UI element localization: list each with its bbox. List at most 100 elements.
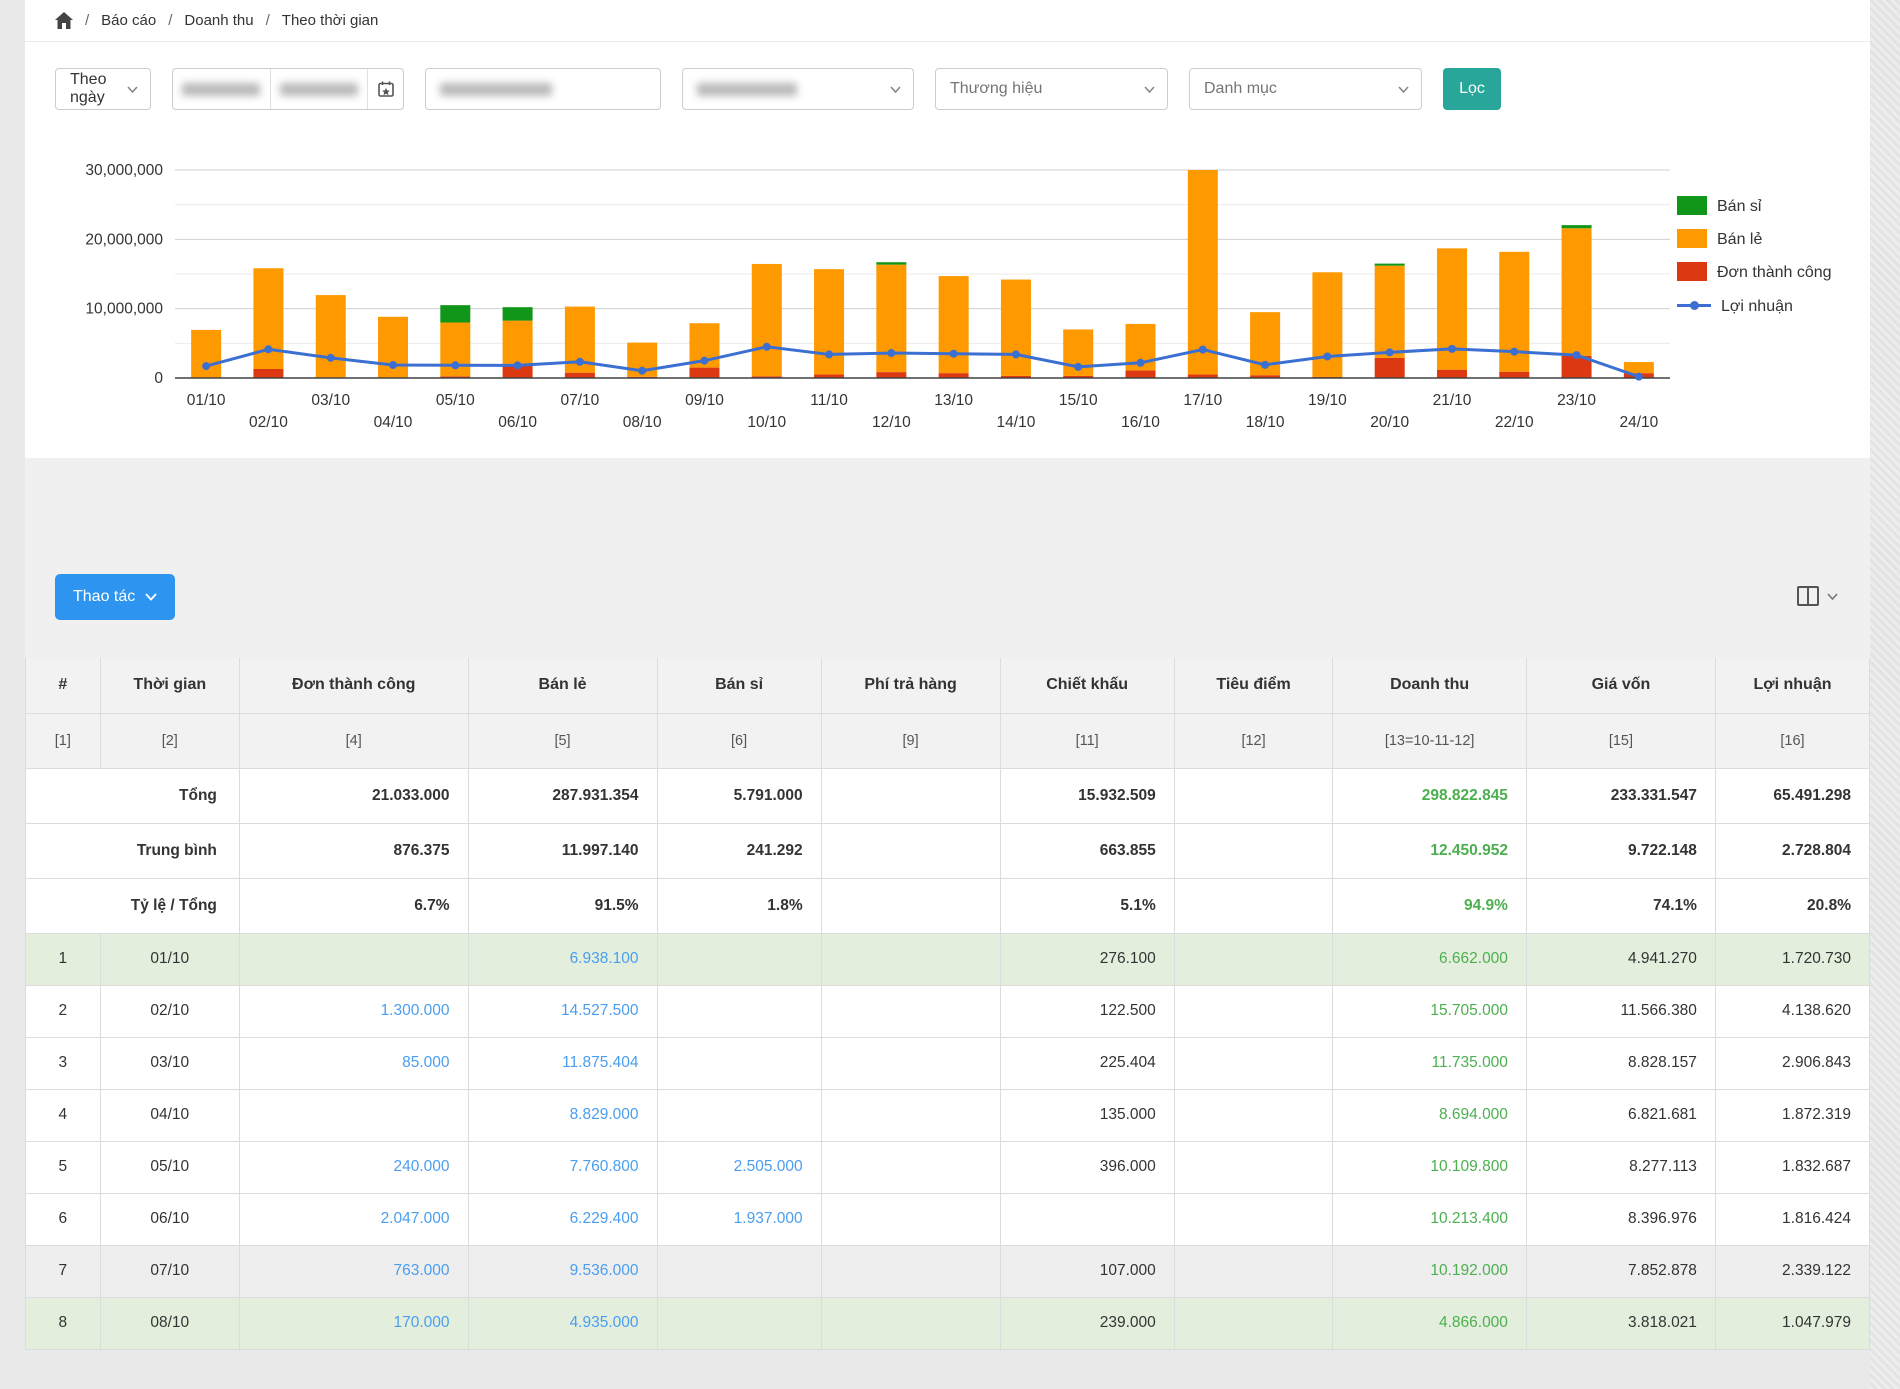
row-cell[interactable]: 170.000	[239, 1297, 468, 1349]
breadcrumb-item-reports[interactable]: Báo cáo	[101, 12, 156, 29]
table-row[interactable]: 808/10170.0004.935.000239.0004.866.0003.…	[26, 1297, 1870, 1349]
row-cell	[1174, 1141, 1333, 1193]
svg-text:30,000,000: 30,000,000	[85, 162, 163, 179]
row-cell: 8.828.157	[1526, 1037, 1715, 1089]
row-cell[interactable]: 8.829.000	[468, 1089, 657, 1141]
row-cell[interactable]: 1.300.000	[239, 985, 468, 1037]
column-header[interactable]: Bán sỉ	[657, 658, 821, 713]
summary-cell	[1174, 768, 1333, 823]
row-cell: 122.500	[1000, 985, 1174, 1037]
chart-plot-area[interactable]: 010,000,00020,000,00030,000,00001/1002/1…	[25, 153, 1677, 450]
row-cell: 2.906.843	[1715, 1037, 1869, 1089]
column-header[interactable]: Lợi nhuận	[1715, 658, 1869, 713]
row-cell[interactable]: 6.938.100	[468, 933, 657, 985]
row-cell	[657, 1037, 821, 1089]
row-cell[interactable]: 2.047.000	[239, 1193, 468, 1245]
summary-cell: 2.728.804	[1715, 823, 1869, 878]
row-cell[interactable]: 4.935.000	[468, 1297, 657, 1349]
table-row[interactable]: 505/10240.0007.760.8002.505.000396.00010…	[26, 1141, 1870, 1193]
row-cell: 3.818.021	[1526, 1297, 1715, 1349]
row-cell	[239, 933, 468, 985]
brand-placeholder: Thương hiệu	[950, 80, 1042, 98]
legend-item-2[interactable]: Đơn thành công	[1677, 261, 1870, 284]
row-cell: 6.662.000	[1333, 933, 1527, 985]
row-cell	[821, 1141, 1000, 1193]
chevron-down-icon	[1827, 593, 1838, 600]
row-cell: 15.705.000	[1333, 985, 1527, 1037]
home-icon[interactable]	[55, 12, 73, 29]
row-cell	[821, 1037, 1000, 1089]
row-number: 7	[26, 1245, 101, 1297]
table-row[interactable]: 101/106.938.100276.1006.662.0004.941.270…	[26, 933, 1870, 985]
column-header[interactable]: Bán lẻ	[468, 658, 657, 713]
row-cell: 2.339.122	[1715, 1245, 1869, 1297]
calendar-icon[interactable]	[367, 69, 403, 109]
brand-select[interactable]: Thương hiệu	[935, 68, 1168, 110]
row-cell[interactable]: 9.536.000	[468, 1245, 657, 1297]
svg-text:19/10: 19/10	[1308, 392, 1347, 409]
row-cell: 1.832.687	[1715, 1141, 1869, 1193]
summary-cell	[821, 878, 1000, 933]
row-cell	[1000, 1193, 1174, 1245]
row-cell[interactable]: 14.527.500	[468, 985, 657, 1037]
row-cell[interactable]: 85.000	[239, 1037, 468, 1089]
row-cell	[239, 1089, 468, 1141]
table-row[interactable]: 303/1085.00011.875.404225.40411.735.0008…	[26, 1037, 1870, 1089]
revenue-chart: 010,000,00020,000,00030,000,00001/1002/1…	[25, 135, 1870, 458]
column-header[interactable]: #	[26, 658, 101, 713]
column-settings-button[interactable]	[1797, 586, 1838, 606]
column-header[interactable]: Đơn thành công	[239, 658, 468, 713]
date-from-field[interactable]	[173, 83, 270, 96]
product-search-input[interactable]	[425, 68, 661, 110]
column-header[interactable]: Tiêu điểm	[1174, 658, 1333, 713]
row-cell[interactable]: 7.760.800	[468, 1141, 657, 1193]
row-cell[interactable]: 1.937.000	[657, 1193, 821, 1245]
svg-text:21/10: 21/10	[1433, 392, 1472, 409]
row-cell: 4.941.270	[1526, 933, 1715, 985]
scrollbar-track[interactable]	[1870, 0, 1900, 1389]
column-header[interactable]: Thời gian	[100, 658, 239, 713]
breadcrumb-item-revenue[interactable]: Doanh thu	[184, 12, 253, 29]
column-header[interactable]: Chiết khấu	[1000, 658, 1174, 713]
row-cell[interactable]: 763.000	[239, 1245, 468, 1297]
row-cell[interactable]: 240.000	[239, 1141, 468, 1193]
row-cell: 4.866.000	[1333, 1297, 1527, 1349]
table-row[interactable]: 404/108.829.000135.0008.694.0006.821.681…	[26, 1089, 1870, 1141]
filter-button[interactable]: Lọc	[1443, 68, 1501, 110]
column-header[interactable]: Phí trả hàng	[821, 658, 1000, 713]
table-row[interactable]: 202/101.300.00014.527.500122.50015.705.0…	[26, 985, 1870, 1037]
row-cell[interactable]: 6.229.400	[468, 1193, 657, 1245]
category-select[interactable]: Danh mục	[1189, 68, 1422, 110]
legend-item-1[interactable]: Bán lẻ	[1677, 228, 1870, 251]
breadcrumb: / Báo cáo / Doanh thu / Theo thời gian	[25, 0, 1870, 42]
row-cell	[1174, 1089, 1333, 1141]
row-cell: 10.192.000	[1333, 1245, 1527, 1297]
actions-button[interactable]: Thao tác	[55, 574, 175, 620]
summary-row: Tỷ lệ / Tổng6.7%91.5%1.8%5.1%94.9%74.1%2…	[26, 878, 1870, 933]
summary-label: Trung bình	[26, 823, 240, 878]
row-cell: 1.047.979	[1715, 1297, 1869, 1349]
row-number: 3	[26, 1037, 101, 1089]
row-cell[interactable]: 11.875.404	[468, 1037, 657, 1089]
legend-label: Bán lẻ	[1717, 228, 1762, 251]
date-to-field[interactable]	[271, 83, 368, 96]
summary-cell: 6.7%	[239, 878, 468, 933]
breadcrumb-item-by-time[interactable]: Theo thời gian	[282, 12, 379, 29]
table-row[interactable]: 707/10763.0009.536.000107.00010.192.0007…	[26, 1245, 1870, 1297]
row-date: 08/10	[100, 1297, 239, 1349]
row-cell	[657, 1089, 821, 1141]
table-row[interactable]: 606/102.047.0006.229.4001.937.00010.213.…	[26, 1193, 1870, 1245]
legend-item-0[interactable]: Bán sỉ	[1677, 195, 1870, 218]
row-cell	[657, 1245, 821, 1297]
row-cell	[821, 1297, 1000, 1349]
group-by-select[interactable]: Theo ngày	[55, 68, 151, 110]
store-select[interactable]	[682, 68, 914, 110]
row-cell[interactable]: 2.505.000	[657, 1141, 821, 1193]
row-cell: 10.213.400	[1333, 1193, 1527, 1245]
column-code: [16]	[1715, 713, 1869, 768]
legend-item-3[interactable]: Lợi nhuận	[1677, 295, 1870, 318]
date-range-input[interactable]	[172, 68, 404, 110]
column-header[interactable]: Doanh thu	[1333, 658, 1527, 713]
column-header[interactable]: Giá vốn	[1526, 658, 1715, 713]
row-cell	[821, 1245, 1000, 1297]
